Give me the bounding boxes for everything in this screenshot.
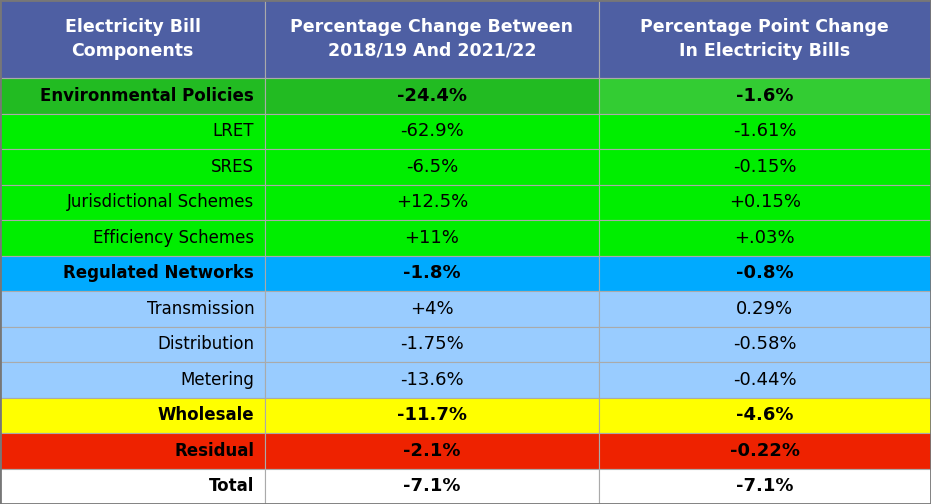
Bar xyxy=(0,327,265,362)
Bar xyxy=(599,256,931,291)
Bar xyxy=(599,469,931,504)
Bar xyxy=(265,362,599,398)
Text: Distribution: Distribution xyxy=(157,335,254,353)
Bar xyxy=(0,220,265,256)
Text: -0.22%: -0.22% xyxy=(730,442,800,460)
Text: Metering: Metering xyxy=(181,371,254,389)
Text: Percentage Point Change
In Electricity Bills: Percentage Point Change In Electricity B… xyxy=(641,18,889,60)
Text: Efficiency Schemes: Efficiency Schemes xyxy=(93,229,254,247)
Text: Jurisdictional Schemes: Jurisdictional Schemes xyxy=(67,194,254,211)
Text: Environmental Policies: Environmental Policies xyxy=(40,87,254,105)
Bar xyxy=(599,398,931,433)
Text: -7.1%: -7.1% xyxy=(736,477,793,495)
Text: -6.5%: -6.5% xyxy=(406,158,458,176)
Bar xyxy=(0,398,265,433)
Text: Transmission: Transmission xyxy=(146,300,254,318)
Bar xyxy=(599,327,931,362)
Text: +0.15%: +0.15% xyxy=(729,194,801,211)
Text: Wholesale: Wholesale xyxy=(157,406,254,424)
Bar xyxy=(265,149,599,184)
Bar xyxy=(0,0,265,78)
Text: -2.1%: -2.1% xyxy=(403,442,461,460)
Text: Total: Total xyxy=(209,477,254,495)
Text: +11%: +11% xyxy=(405,229,459,247)
Bar xyxy=(599,149,931,184)
Text: SRES: SRES xyxy=(211,158,254,176)
Text: +.03%: +.03% xyxy=(735,229,795,247)
Bar xyxy=(0,78,265,113)
Bar xyxy=(0,469,265,504)
Bar xyxy=(265,184,599,220)
Text: -1.6%: -1.6% xyxy=(736,87,793,105)
Text: +12.5%: +12.5% xyxy=(396,194,468,211)
Text: -0.15%: -0.15% xyxy=(733,158,797,176)
Bar xyxy=(599,220,931,256)
Text: Percentage Change Between
2018/19 And 2021/22: Percentage Change Between 2018/19 And 20… xyxy=(290,18,573,60)
Text: 0.29%: 0.29% xyxy=(736,300,793,318)
Text: -62.9%: -62.9% xyxy=(400,122,464,140)
Bar xyxy=(265,433,599,469)
Text: Residual: Residual xyxy=(174,442,254,460)
Text: -0.44%: -0.44% xyxy=(733,371,797,389)
Bar xyxy=(599,78,931,113)
Bar xyxy=(265,113,599,149)
Text: +4%: +4% xyxy=(411,300,453,318)
Bar xyxy=(599,0,931,78)
Text: -1.8%: -1.8% xyxy=(403,264,461,282)
Bar xyxy=(265,398,599,433)
Bar xyxy=(265,0,599,78)
Bar xyxy=(0,433,265,469)
Bar xyxy=(265,220,599,256)
Bar xyxy=(599,184,931,220)
Text: -11.7%: -11.7% xyxy=(397,406,467,424)
Bar xyxy=(265,469,599,504)
Bar xyxy=(0,184,265,220)
Text: -4.6%: -4.6% xyxy=(736,406,793,424)
Text: -0.8%: -0.8% xyxy=(736,264,793,282)
Text: -24.4%: -24.4% xyxy=(397,87,467,105)
Text: Electricity Bill
Components: Electricity Bill Components xyxy=(64,18,201,60)
Bar xyxy=(599,433,931,469)
Bar xyxy=(599,113,931,149)
Text: -0.58%: -0.58% xyxy=(733,335,797,353)
Bar xyxy=(599,291,931,327)
Bar xyxy=(0,362,265,398)
Text: LRET: LRET xyxy=(212,122,254,140)
Text: -7.1%: -7.1% xyxy=(403,477,461,495)
Bar xyxy=(265,327,599,362)
Bar xyxy=(599,362,931,398)
Text: -1.75%: -1.75% xyxy=(400,335,464,353)
Bar xyxy=(0,256,265,291)
Bar xyxy=(265,291,599,327)
Text: -1.61%: -1.61% xyxy=(733,122,797,140)
Bar xyxy=(0,113,265,149)
Bar xyxy=(0,291,265,327)
Bar xyxy=(0,149,265,184)
Text: Regulated Networks: Regulated Networks xyxy=(63,264,254,282)
Bar xyxy=(265,256,599,291)
Text: -13.6%: -13.6% xyxy=(400,371,464,389)
Bar xyxy=(265,78,599,113)
